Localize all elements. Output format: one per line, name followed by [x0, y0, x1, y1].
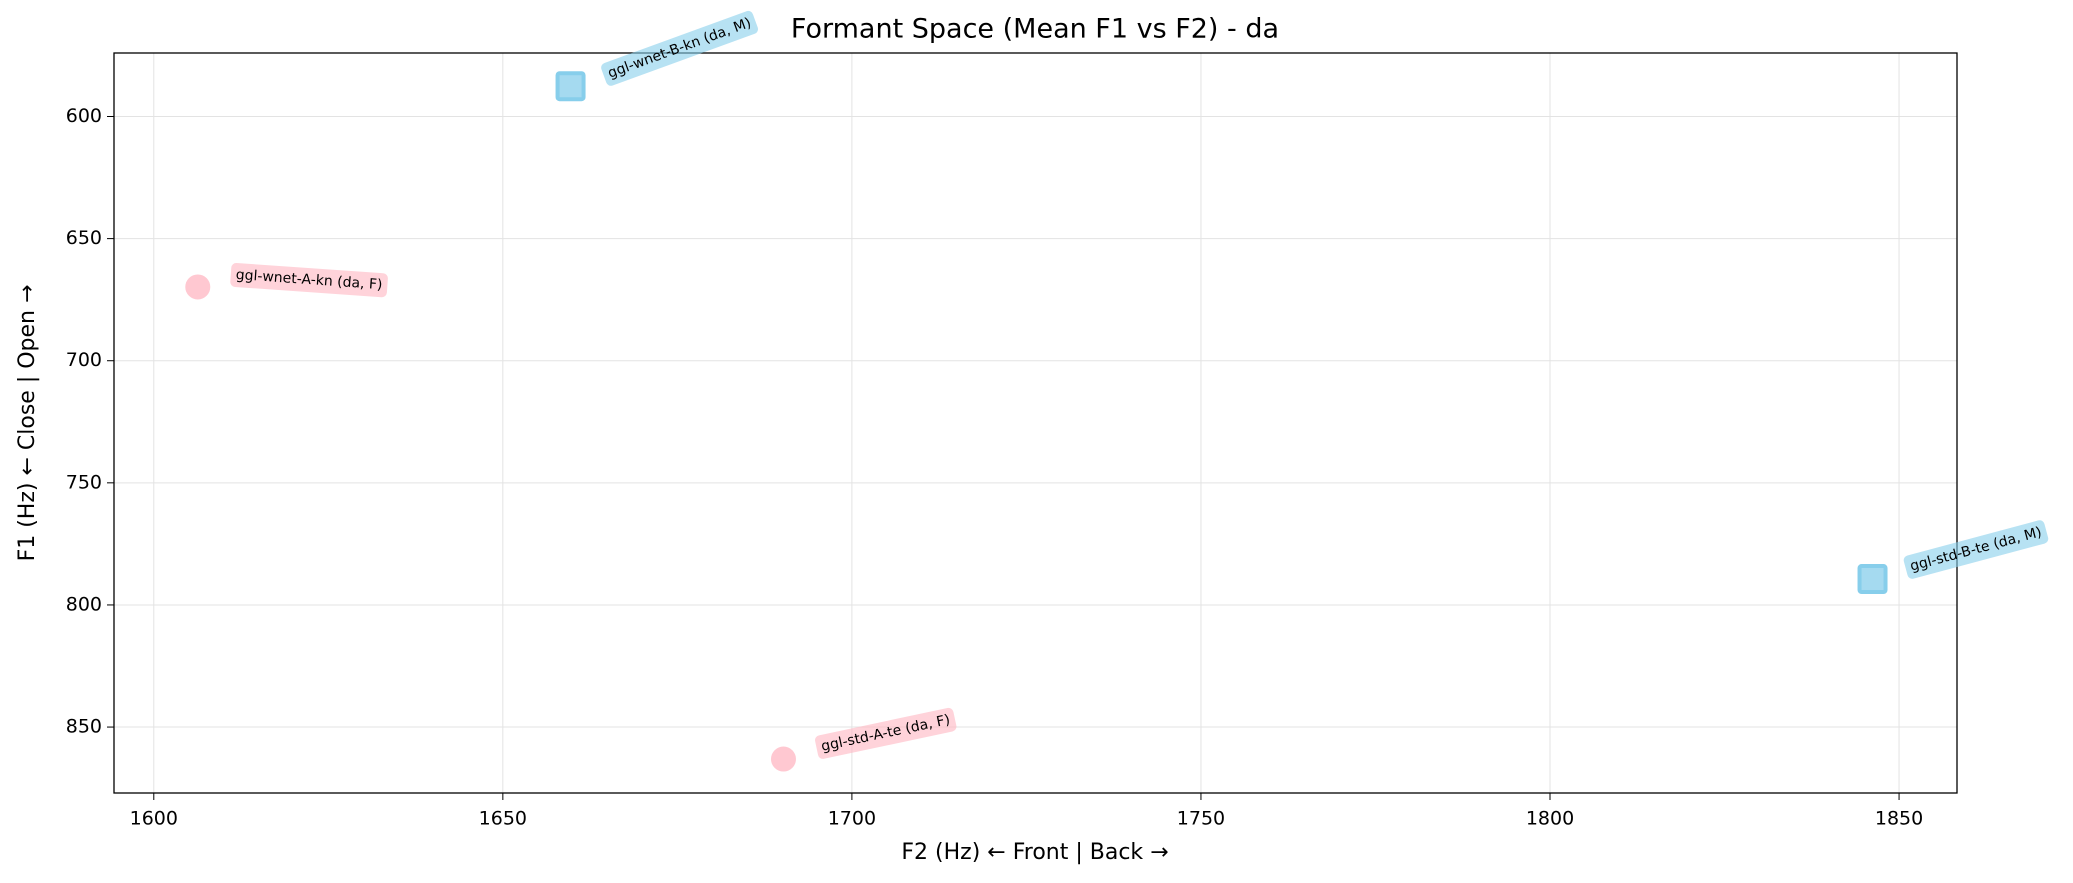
y-axis-label: F1 (Hz) ← Close | Open →	[15, 285, 40, 562]
y-tick-label: 850	[66, 716, 102, 738]
annotation-box	[1903, 520, 2049, 579]
annotation-box	[815, 707, 957, 759]
annotation: ggl-std-B-te (da, M)	[1903, 520, 2049, 579]
x-tick-label: 1800	[1526, 808, 1574, 830]
x-tick-label: 1650	[479, 808, 527, 830]
y-tick-label: 800	[66, 593, 102, 615]
annotation-box	[230, 262, 388, 298]
point	[770, 746, 796, 772]
annotation-box	[601, 10, 758, 86]
y-tick-label: 750	[66, 471, 102, 493]
point	[1857, 564, 1888, 595]
annotation: ggl-wnet-A-kn (da, F)	[230, 262, 388, 298]
x-tick-label: 1600	[130, 808, 178, 830]
annotation: ggl-wnet-B-kn (da, M)	[601, 10, 758, 86]
y-tick-label: 650	[66, 227, 102, 249]
x-axis-label: F2 (Hz) ← Front | Back →	[901, 840, 1168, 865]
x-tick-label: 1850	[1875, 808, 1923, 830]
x-tick-label: 1750	[1177, 808, 1225, 830]
plot-frame	[113, 52, 1958, 794]
annotation-label: ggl-std-B-te (da, M)	[1908, 524, 2043, 575]
y-tick-label: 700	[66, 349, 102, 371]
annotation-label: ggl-wnet-B-kn (da, M)	[606, 15, 754, 82]
y-tick-label: 600	[66, 105, 102, 127]
x-tick-label: 1700	[828, 808, 876, 830]
point	[185, 274, 211, 300]
annotation: ggl-std-A-te (da, F)	[815, 707, 957, 759]
chart-title: Formant Space (Mean F1 vs F2) - da	[791, 14, 1279, 45]
point	[555, 71, 586, 102]
